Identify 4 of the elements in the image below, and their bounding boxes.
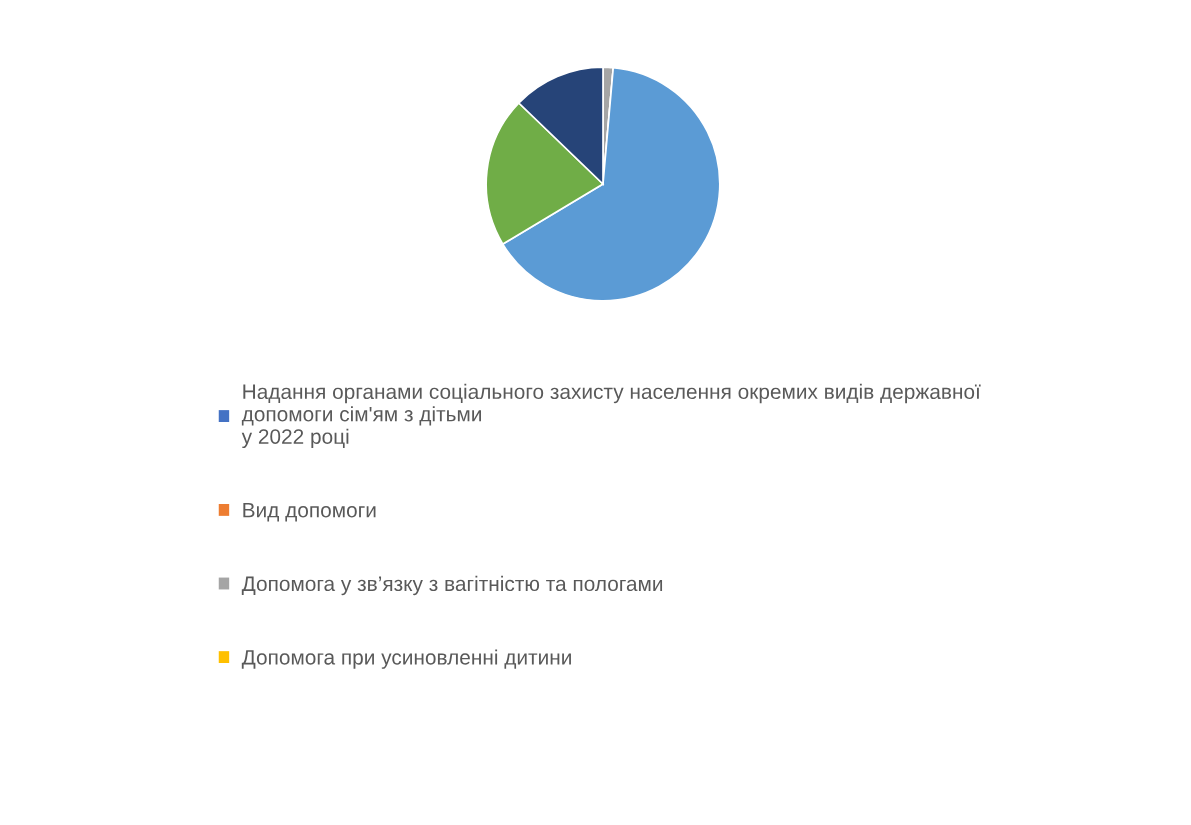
- legend-label: Надання органами соціального захисту населення окремих видів державної допомоги сім'ям з дітьми у 2022 році: [241, 383, 981, 449]
- legend-label: Вид допомоги: [243, 502, 376, 522]
- legend-label: Допомога у зв’язку з вагітністю та пологами: [241, 575, 663, 596]
- legend-label: Допомога при усиновленні дитини: [241, 649, 571, 669]
